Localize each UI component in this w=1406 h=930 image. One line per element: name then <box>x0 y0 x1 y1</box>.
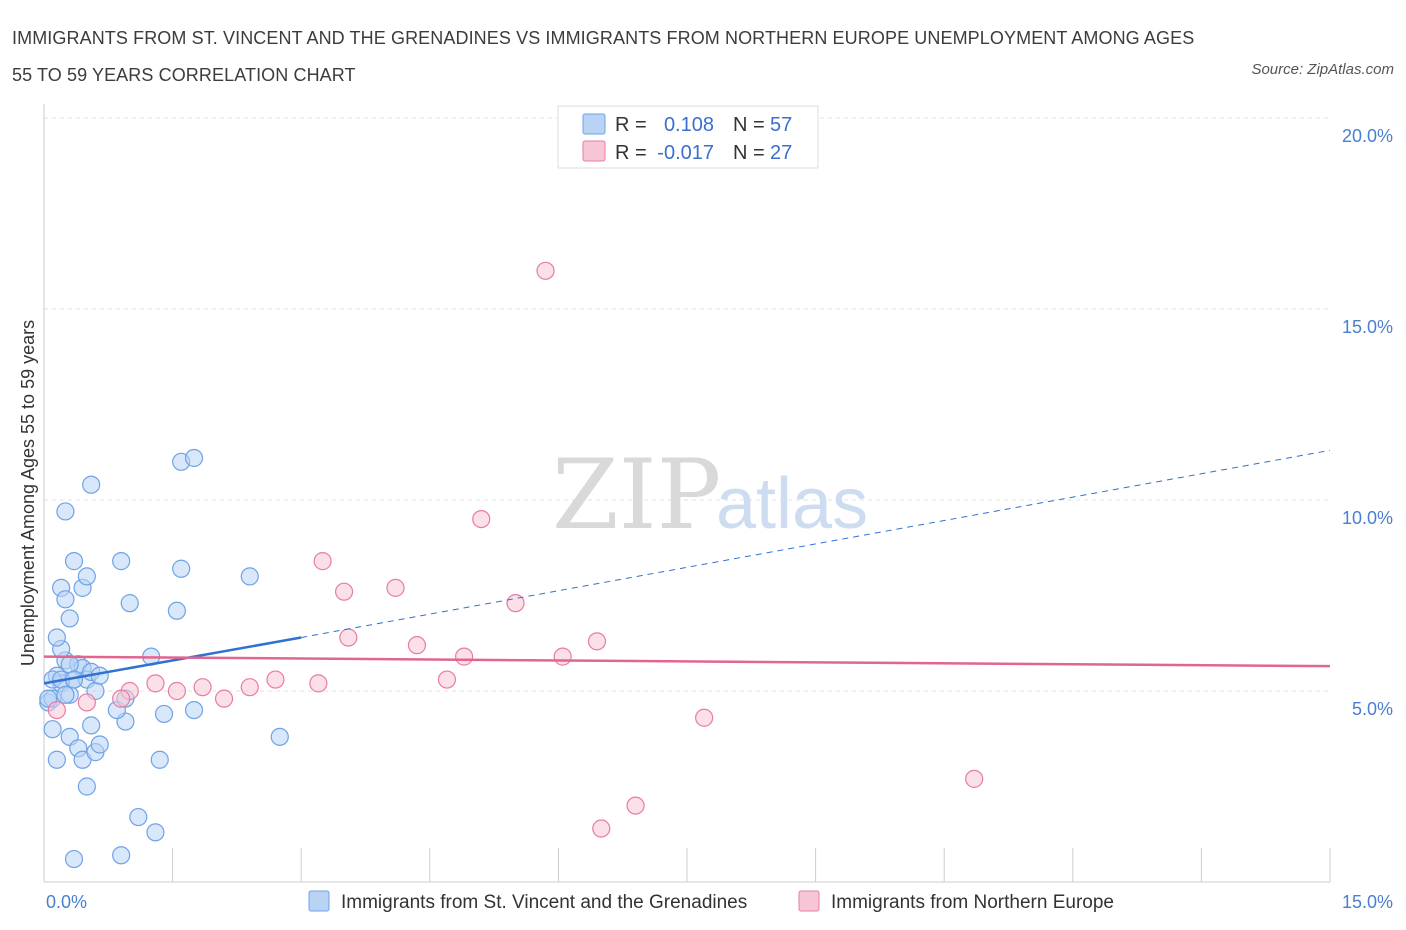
blue-point-16 <box>43 720 62 739</box>
blue-point-44 <box>150 750 169 769</box>
blue-point-31 <box>120 594 139 613</box>
source-label: Source: ZipAtlas.com <box>1251 61 1394 78</box>
blue-point-29 <box>64 552 84 571</box>
legend-pink-n-label: N = <box>733 142 765 164</box>
x-tick-max: 15.0% <box>1342 892 1393 912</box>
bottom-legend: Immigrants from St. Vincent and the Gren… <box>308 890 1114 913</box>
watermark-zip: ZIP <box>552 439 721 551</box>
legend-pink-r-value: -0.017 <box>657 142 714 164</box>
pink-point-11 <box>334 582 354 601</box>
pink-point-21 <box>592 819 611 838</box>
blue-point-49 <box>184 700 204 720</box>
y-tick-label-0: 5.0% <box>1352 699 1393 719</box>
blue-point-40 <box>64 849 84 869</box>
bottom-legend-pink-swatch <box>798 890 820 912</box>
blue-point-43 <box>146 823 165 842</box>
y-tick-label-1: 10.0% <box>1342 508 1393 528</box>
legend-blue-swatch <box>582 113 606 135</box>
pink-point-22 <box>626 796 645 815</box>
chart-title: IMMIGRANTS FROM ST. VINCENT AND THE GREN… <box>12 28 1195 85</box>
legend-box: R = 0.108 N = 57 R = -0.017 N = 27 <box>557 105 819 169</box>
blue-point-15 <box>60 655 79 674</box>
legend-blue-n-value: 57 <box>770 114 792 136</box>
pink-point-20 <box>587 632 607 651</box>
blue-point-35 <box>56 502 75 521</box>
legend-pink-swatch <box>582 140 606 162</box>
pink-point-5 <box>214 689 234 708</box>
gridlines <box>44 117 1330 692</box>
pink-point-25 <box>112 689 131 708</box>
blue-point-25 <box>56 590 75 609</box>
trendlines <box>43 449 1331 685</box>
blue-point-23 <box>90 735 109 754</box>
blue-point-7 <box>47 628 66 647</box>
pink-point-18 <box>536 261 555 280</box>
pink-point-6 <box>240 678 259 697</box>
axes <box>43 104 1331 883</box>
pink-point-24 <box>965 769 984 788</box>
blue-point-28 <box>77 567 96 586</box>
blue-point-32 <box>172 559 191 578</box>
blue-point-42 <box>129 807 148 827</box>
series-pink-points <box>47 261 984 838</box>
blue-point-50 <box>270 727 289 746</box>
pink-point-26 <box>77 693 96 712</box>
pink-point-4 <box>193 678 212 697</box>
blue-trend-line <box>43 636 302 685</box>
blue-trend-line-extension <box>301 449 1331 639</box>
blue-point-39 <box>77 777 96 796</box>
pink-point-19 <box>553 647 572 666</box>
legend-blue-n-label: N = <box>733 114 765 136</box>
blue-point-48 <box>154 704 174 724</box>
legend-blue-r-value: 0.108 <box>664 114 714 136</box>
y-tick-label-2: 15.0% <box>1342 317 1393 337</box>
blue-point-17 <box>47 750 66 769</box>
blue-point-41 <box>112 846 131 865</box>
pink-point-13 <box>407 636 427 655</box>
legend-blue-r-label: R = <box>615 114 647 136</box>
pink-point-23 <box>695 708 714 727</box>
pink-point-10 <box>339 628 358 647</box>
watermark: ZIP atlas <box>552 439 868 551</box>
blue-point-36 <box>82 475 101 494</box>
blue-point-30 <box>112 552 131 571</box>
pink-point-0 <box>47 700 66 720</box>
pink-point-8 <box>313 552 332 571</box>
legend-pink-r-label: R = <box>615 142 647 164</box>
blue-point-21 <box>82 716 101 735</box>
pink-point-16 <box>472 509 491 529</box>
pink-point-2 <box>146 674 165 693</box>
legend-pink-n-value: 27 <box>770 142 792 164</box>
blue-point-34 <box>240 567 259 586</box>
pink-point-3 <box>167 681 186 701</box>
x-tick-min: 0.0% <box>46 892 87 912</box>
y-axis-title: Unemployment Among Ages 55 to 59 years <box>18 320 38 666</box>
pink-point-14 <box>437 670 457 689</box>
blue-point-26 <box>60 609 79 628</box>
watermark-atlas: atlas <box>716 464 868 544</box>
pink-point-12 <box>386 578 405 597</box>
bottom-legend-blue-label: Immigrants from St. Vincent and the Gren… <box>341 892 747 913</box>
pink-trend-line <box>43 655 1331 668</box>
bottom-legend-blue-swatch <box>308 890 330 912</box>
blue-point-33 <box>167 601 186 620</box>
pink-point-9 <box>309 674 328 693</box>
pink-point-7 <box>266 670 285 689</box>
y-tick-label-3: 20.0% <box>1342 126 1393 146</box>
blue-point-56 <box>56 685 75 704</box>
blue-point-38 <box>184 448 204 468</box>
bottom-legend-pink-label: Immigrants from Northern Europe <box>831 892 1114 913</box>
y-tick-labels: 5.0% 10.0% 15.0% 20.0% <box>1342 126 1393 719</box>
pink-point-15 <box>454 647 474 666</box>
series-blue-points <box>39 448 289 869</box>
